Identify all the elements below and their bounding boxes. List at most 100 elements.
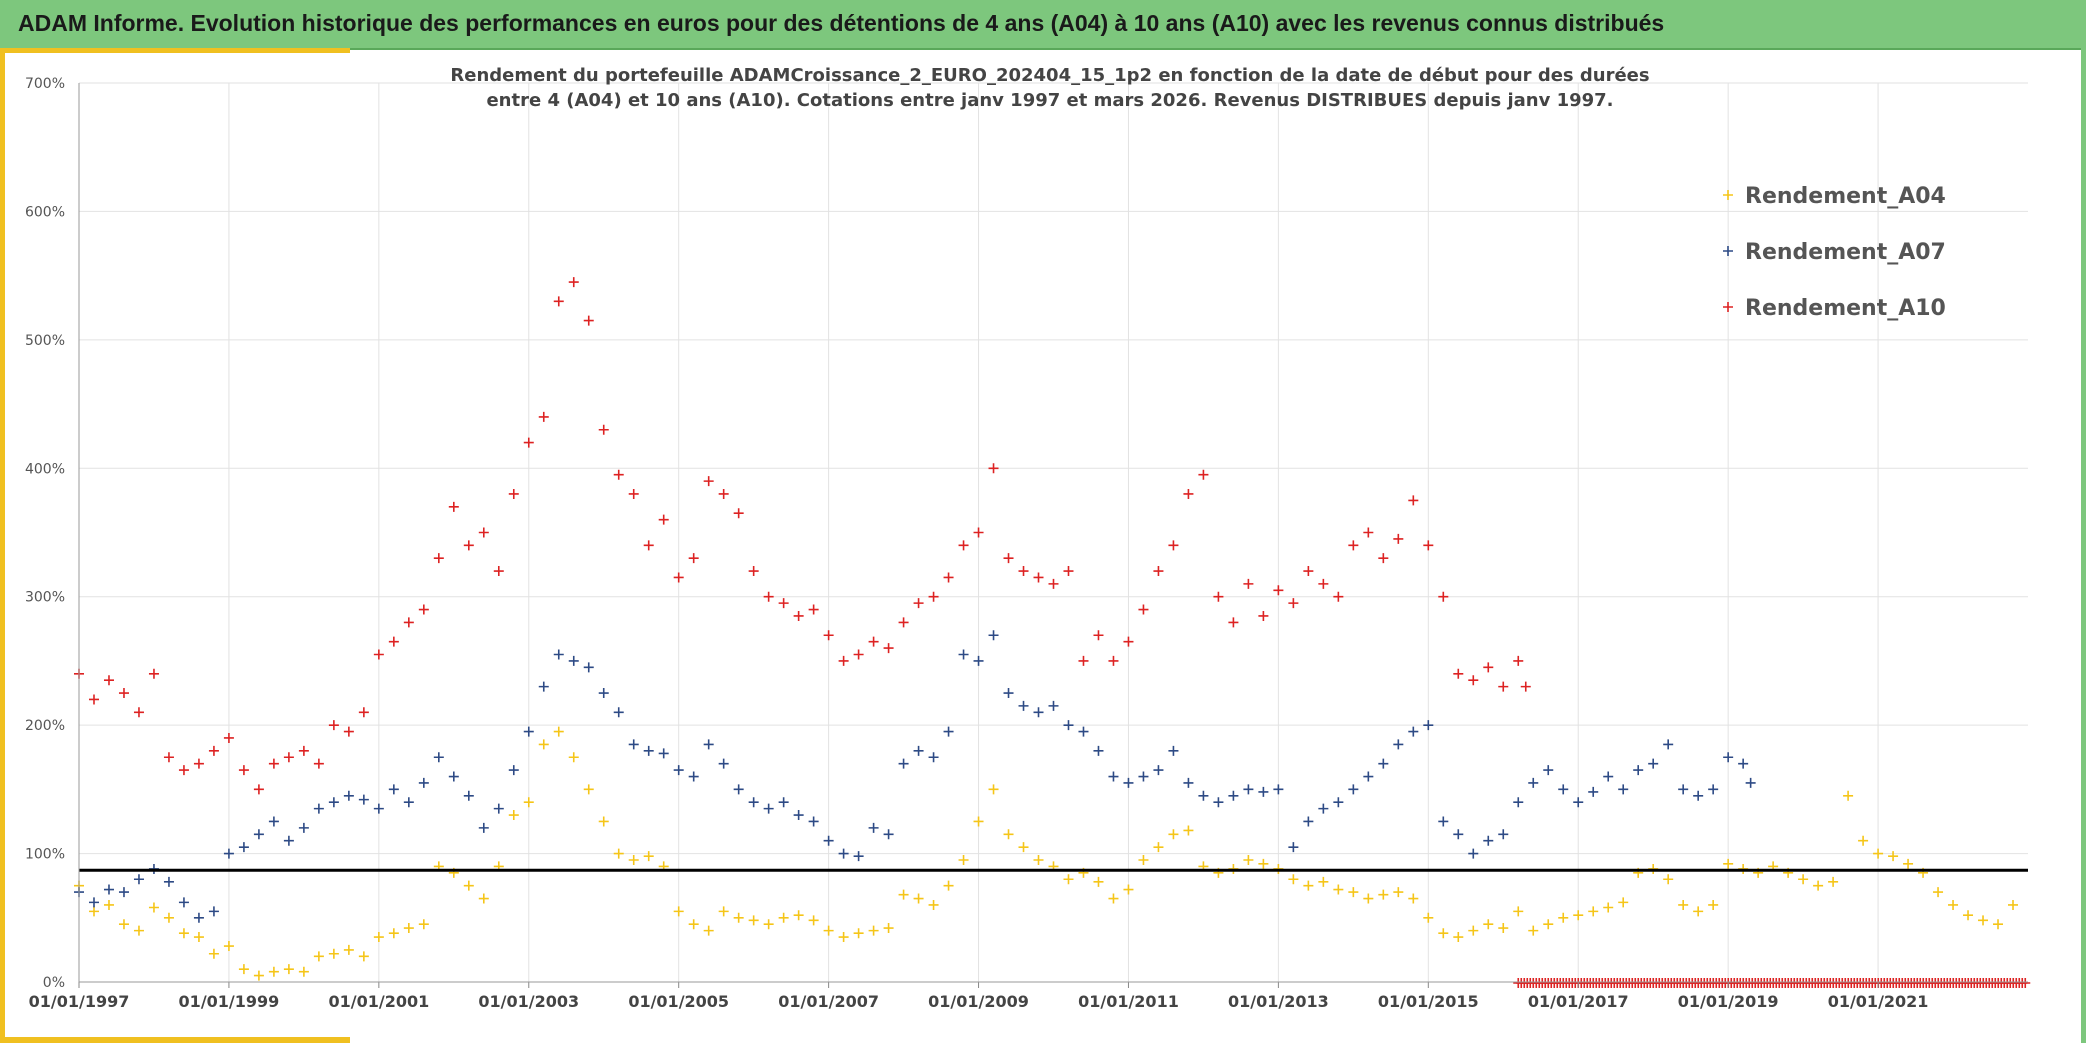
x-tick-label: 01/01/2007 [778,992,879,1011]
data-point [283,752,294,763]
data-point [268,758,279,769]
data-point [538,411,549,422]
data-point [1873,848,1884,859]
data-point [613,707,624,718]
data-point [1393,533,1404,544]
data-point [973,816,984,827]
data-point [373,649,384,660]
data-point [703,739,714,750]
data-point [433,553,444,564]
data-point [1483,919,1494,930]
data-point [553,649,564,660]
data-point [658,514,669,525]
data-point [1663,739,1674,750]
data-point [793,810,804,821]
data-point [403,617,414,628]
data-point [1738,758,1749,769]
data-point [1093,745,1104,756]
data-point [1933,887,1944,898]
y-tick-label: 200% [25,718,65,734]
data-point [958,649,969,660]
data-point [1273,585,1284,596]
data-point [1813,880,1824,891]
data-point [973,527,984,538]
data-point [1498,681,1509,692]
data-point [2008,899,2019,910]
data-point [838,655,849,666]
data-point [1288,598,1299,609]
data-point [1348,540,1359,551]
data-point [508,765,519,776]
x-tick-label: 01/01/2001 [328,992,429,1011]
legend-marker [1723,190,1733,200]
data-point [1003,553,1014,564]
data-point [313,758,324,769]
data-point [703,476,714,487]
data-point [358,951,369,962]
data-point [823,630,834,641]
data-point [808,604,819,615]
data-point [523,726,534,737]
data-point [1843,790,1854,801]
data-point [1363,893,1374,904]
data-point [133,925,144,936]
data-point [1093,876,1104,887]
data-point [1558,912,1569,923]
data-point [943,572,954,583]
data-point [1468,925,1479,936]
data-point [1543,765,1554,776]
data-point [1438,591,1449,602]
y-tick-label: 100% [25,847,65,863]
data-point [1798,874,1809,885]
data-point [643,745,654,756]
data-point [1198,790,1209,801]
series-Rendement_A10 [74,277,1531,795]
data-point [1123,884,1134,895]
chart-title-line-1: Rendement du portefeuille ADAMCroissance… [450,65,1649,86]
data-point [1168,745,1179,756]
data-point [613,848,624,859]
data-point [1318,578,1329,589]
data-point [1063,566,1074,577]
data-point [823,925,834,936]
data-point [598,688,609,699]
data-point [718,906,729,917]
data-point [148,902,159,913]
data-point [583,784,594,795]
data-point [568,752,579,763]
data-point [118,887,129,898]
data-point [208,906,219,917]
data-point [418,604,429,615]
data-point [1393,739,1404,750]
data-point [1745,777,1756,788]
data-point [523,797,534,808]
data-point [628,739,639,750]
data-layer [74,277,2019,981]
data-point [1288,874,1299,885]
data-point [328,720,339,731]
x-tick-label: 01/01/1997 [29,992,130,1011]
data-point [733,508,744,519]
data-point [193,932,204,943]
data-point [118,919,129,930]
data-point [358,794,369,805]
data-point [178,897,189,908]
data-point [1318,803,1329,814]
data-point [508,488,519,499]
data-point [1228,617,1239,628]
data-point [208,948,219,959]
y-tick-label: 0% [43,975,65,991]
data-point [808,915,819,926]
data-point [1033,854,1044,865]
data-point [913,598,924,609]
legend-label: Rendement_A04 [1745,184,1946,209]
reference-layer [79,868,2031,988]
accent-bar-left [0,48,5,1043]
data-point [1348,887,1359,898]
data-point [1183,825,1194,836]
data-point [1723,858,1734,869]
legend-label: Rendement_A10 [1745,296,1946,321]
data-point [838,848,849,859]
data-point [1183,777,1194,788]
data-point [343,944,354,955]
